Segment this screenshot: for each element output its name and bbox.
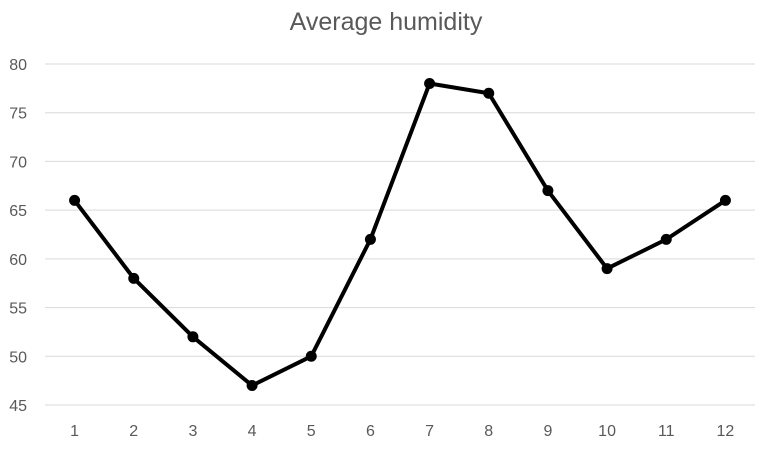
x-tick-label: 7 [425, 423, 434, 440]
series-line [72, 81, 728, 388]
x-tick-label: 5 [307, 423, 316, 440]
data-point [719, 194, 731, 206]
x-tick-label: 3 [188, 423, 197, 440]
chart-title: Average humidity [290, 8, 483, 36]
x-tick-label: 12 [717, 423, 735, 440]
y-tick-label: 70 [9, 154, 27, 171]
x-tick-label: 2 [129, 423, 138, 440]
y-tick-label: 55 [9, 301, 27, 318]
y-tick-label: 60 [9, 252, 27, 269]
x-tick-label: 10 [598, 423, 616, 440]
x-tick-label: 8 [484, 423, 493, 440]
x-tick-label: 4 [248, 423, 257, 440]
x-tick-label: 1 [70, 423, 79, 440]
x-tick-label: 6 [366, 423, 375, 440]
x-tick-label: 9 [543, 423, 552, 440]
y-tick-label: 50 [9, 349, 27, 366]
y-tick-label: 80 [9, 57, 27, 74]
data-point [542, 185, 554, 197]
x-axis-tick-labels: 1 2 3 4 5 6 7 8 9 10 11 12 [70, 423, 734, 440]
y-axis-tick-labels: 45 50 55 60 65 70 75 80 [9, 57, 27, 415]
data-point [483, 87, 495, 99]
x-tick-label: 11 [658, 423, 675, 440]
y-tick-label: 65 [9, 203, 27, 220]
y-tick-label: 45 [9, 398, 27, 415]
data-point [187, 331, 199, 343]
data-point [601, 263, 613, 275]
data-point [305, 350, 317, 362]
data-point [128, 272, 140, 284]
data-point [69, 194, 81, 206]
data-point [424, 77, 436, 89]
y-tick-label: 75 [9, 106, 27, 123]
data-point [364, 233, 376, 245]
data-point [660, 233, 672, 245]
gridlines [45, 63, 755, 406]
series-layer [69, 77, 731, 392]
data-point [246, 380, 258, 392]
